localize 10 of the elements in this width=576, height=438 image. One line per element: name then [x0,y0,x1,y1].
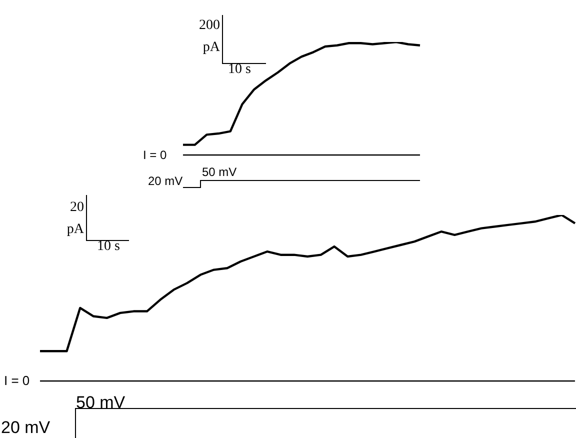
text: I = 0 [4,373,30,388]
annotation: 10 s [228,62,251,77]
text: 20 mV [1,418,50,437]
annotation: 200 pA [198,17,220,57]
text: 50 mV [76,393,126,412]
text: I = 0 [143,148,167,162]
text: 50 mV [202,165,237,179]
annotation: 10 s [97,239,120,254]
text: 20 mV [148,174,183,188]
annotation: 20 pA [66,199,84,239]
